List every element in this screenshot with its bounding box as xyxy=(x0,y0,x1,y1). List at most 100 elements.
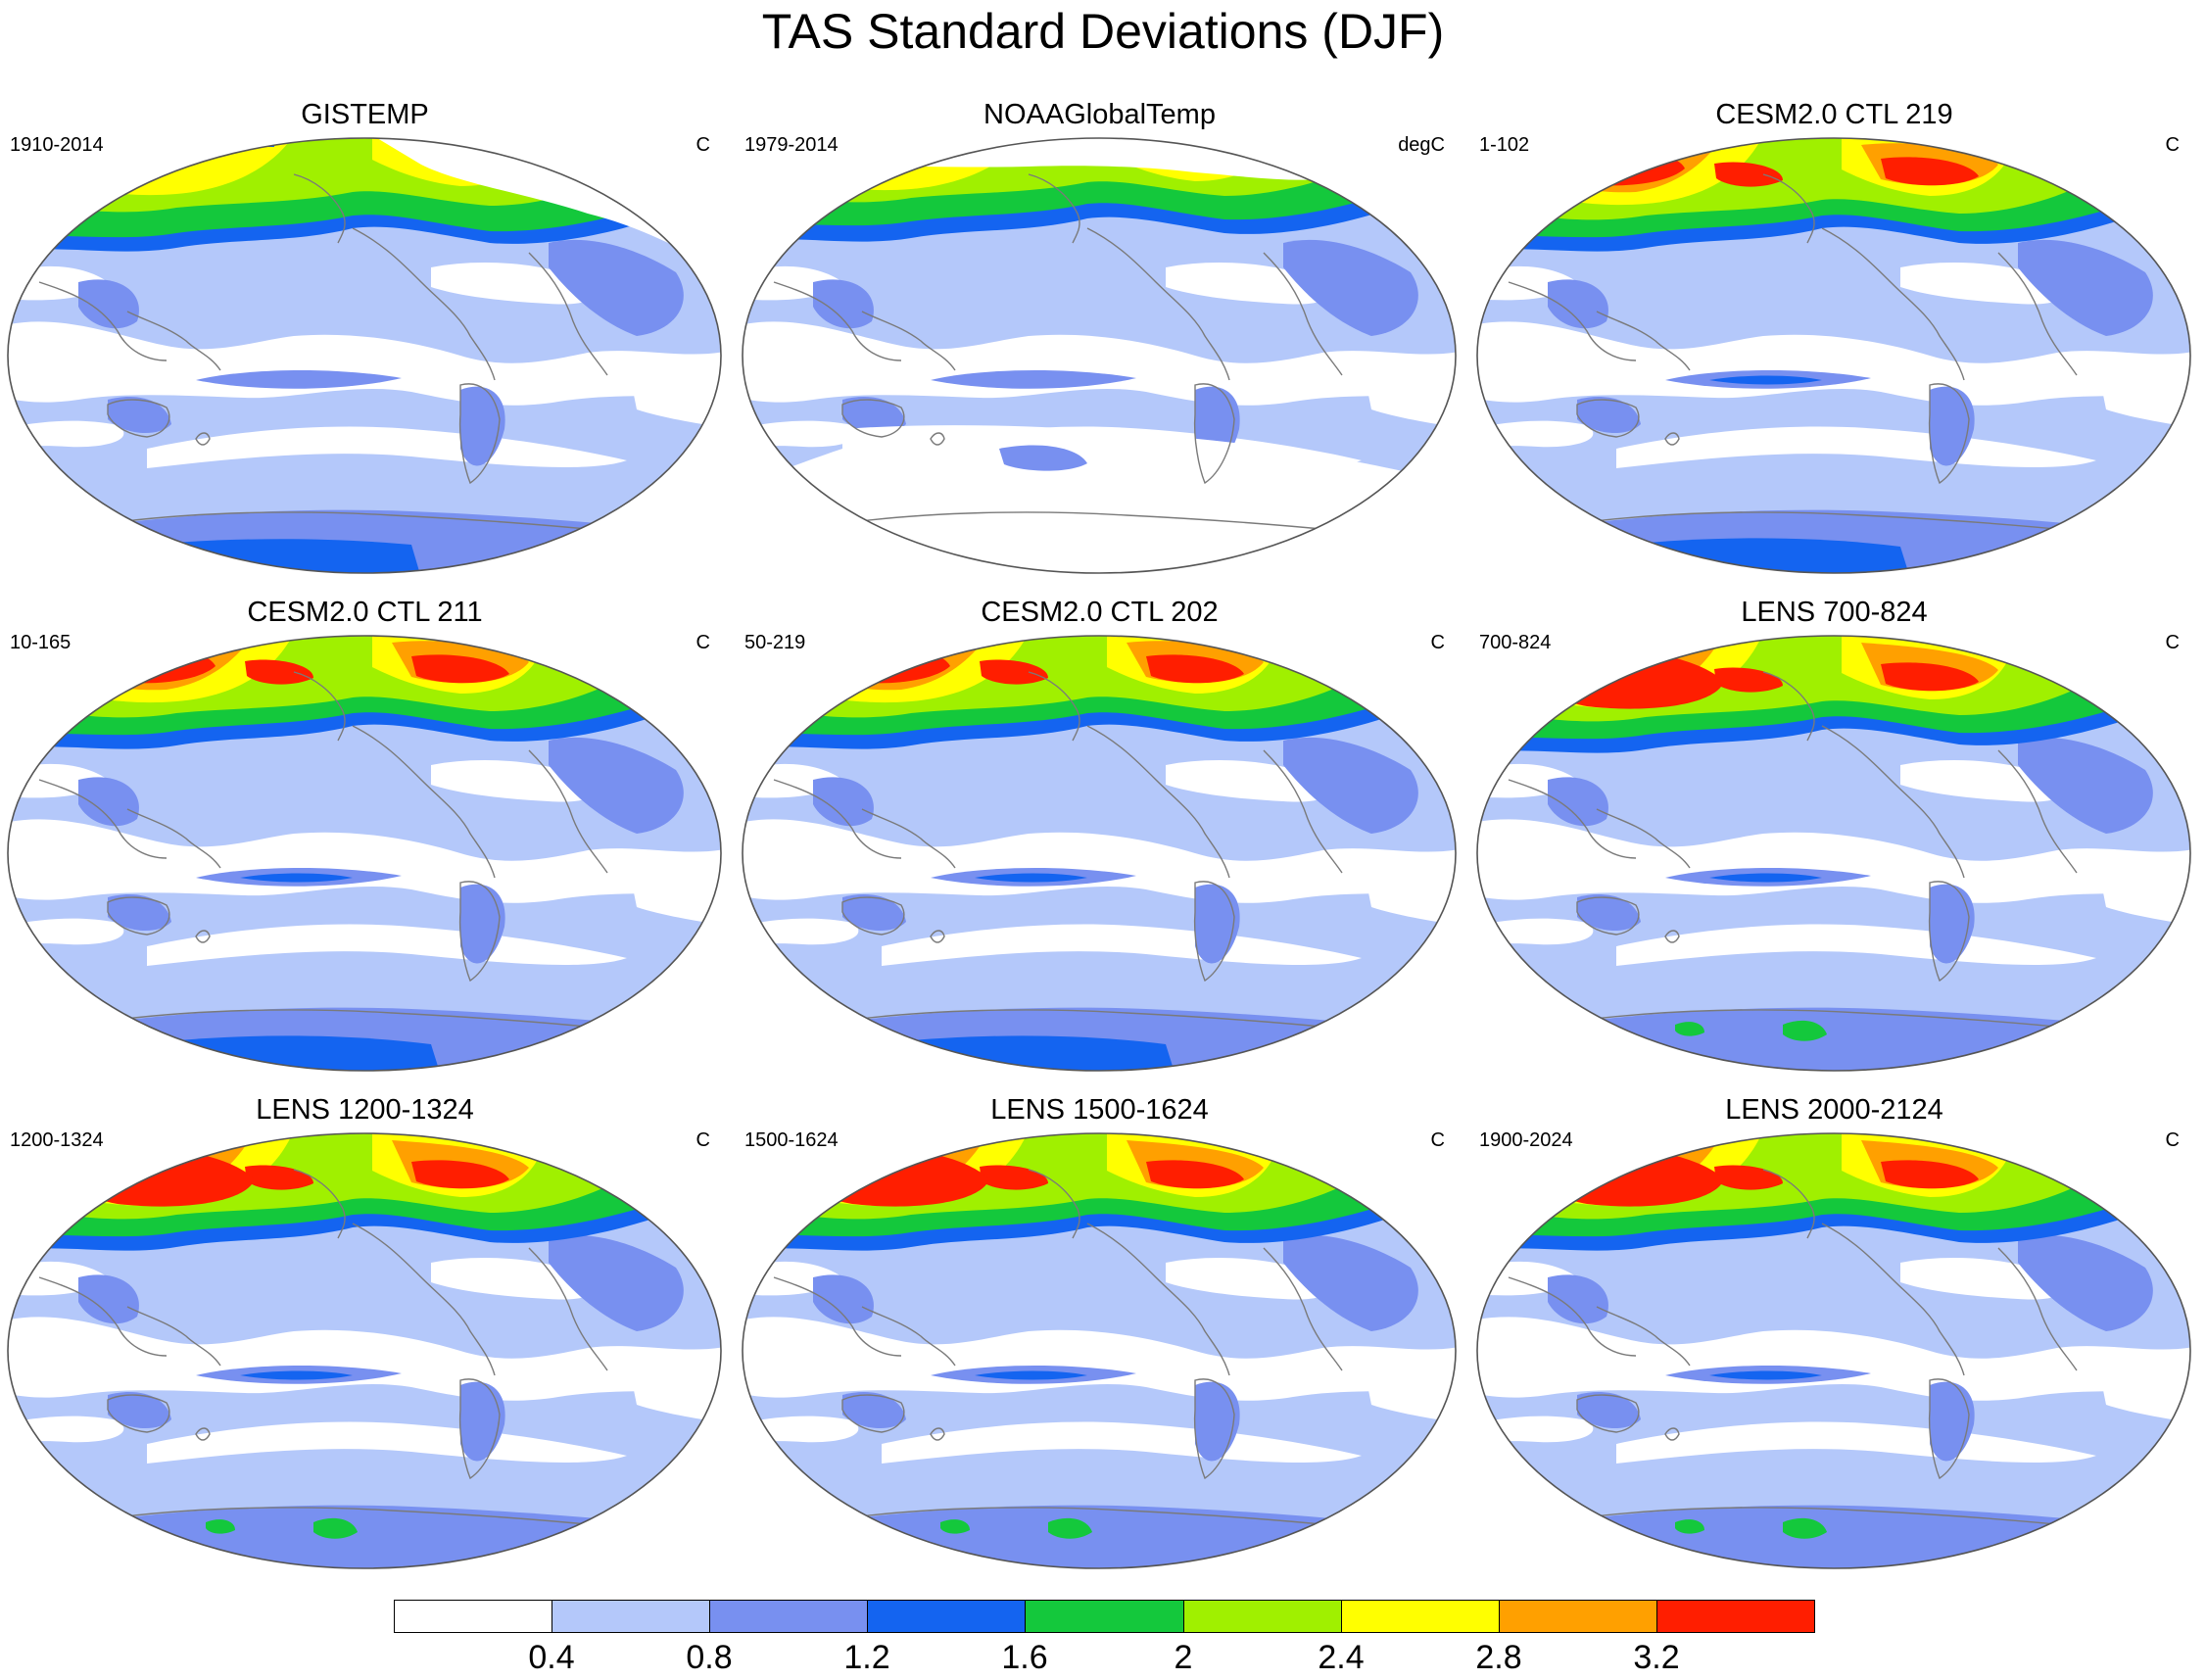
map-border xyxy=(742,1132,1457,1569)
map-cesm-ctl-219 xyxy=(1476,137,2191,574)
continental-patch xyxy=(78,279,139,329)
shaded-field xyxy=(8,138,721,573)
coastline xyxy=(1821,1223,1965,1376)
coastline xyxy=(195,930,211,943)
antarctic-peak xyxy=(940,1519,970,1534)
coastlines xyxy=(1508,671,2078,1030)
coastline xyxy=(841,896,905,936)
coastline xyxy=(773,1276,902,1357)
coastline xyxy=(1576,399,1640,438)
australia-patch xyxy=(108,397,171,434)
equatorial-pacific-tongue xyxy=(931,369,1136,389)
northern-peak xyxy=(1881,662,1979,692)
coastlines xyxy=(1508,173,2078,532)
coastline xyxy=(195,1427,211,1441)
colorbar-swatch xyxy=(394,1600,553,1633)
continental-patch xyxy=(813,1274,874,1324)
coastline xyxy=(930,432,945,446)
coastline xyxy=(352,1223,496,1376)
antarctic-peak xyxy=(1675,1519,1704,1534)
colorbar-swatch xyxy=(709,1600,869,1633)
map-border xyxy=(1476,1132,2191,1569)
low-variability-region xyxy=(743,918,859,946)
panel-period: 10-165 xyxy=(10,632,72,653)
australia-patch xyxy=(842,1392,906,1429)
panel-units: degC xyxy=(1398,134,1445,156)
northern-peak xyxy=(1881,157,1979,186)
panel-period: 1-102 xyxy=(1479,134,1530,156)
map-cesm-ctl-211 xyxy=(7,635,722,1072)
coastline xyxy=(195,432,211,446)
map-border xyxy=(742,635,1457,1072)
map-border xyxy=(7,635,722,1072)
coastline xyxy=(528,1247,608,1371)
coastline xyxy=(1586,1009,2078,1030)
continental-patch xyxy=(1283,239,1418,336)
northern-peak xyxy=(1714,667,1783,693)
low-variability-band xyxy=(1477,819,2190,903)
colorbar-swatch xyxy=(1182,1600,1342,1633)
shaded-field xyxy=(1477,636,2190,1071)
coastline xyxy=(851,1507,1343,1527)
equatorial-pacific-core xyxy=(975,1370,1087,1380)
northern-peak xyxy=(980,1165,1048,1190)
continental-patch xyxy=(813,279,874,329)
coastline xyxy=(1664,432,1680,446)
colorbar-swatch xyxy=(1025,1600,1184,1633)
northern-peak xyxy=(245,1165,313,1190)
continental-patch xyxy=(1283,1234,1418,1331)
australia-patch xyxy=(842,894,906,932)
shaded-field xyxy=(8,1133,721,1568)
northern-peak xyxy=(1146,1160,1244,1189)
coastline xyxy=(126,311,221,371)
panel-period: 1900-2024 xyxy=(1479,1129,1573,1151)
equatorial-pacific-core xyxy=(1709,1370,1822,1380)
coastline xyxy=(1664,1427,1680,1441)
australia-patch xyxy=(842,397,906,434)
coastline xyxy=(107,1394,170,1433)
panel-period: 1500-1624 xyxy=(744,1129,839,1151)
continental-patch xyxy=(2018,737,2153,834)
northern-peak xyxy=(411,1160,509,1189)
coastline xyxy=(1193,881,1235,983)
panel-units: C xyxy=(695,632,710,653)
coastline xyxy=(293,1169,346,1239)
panel-title: CESM2.0 CTL 202 xyxy=(981,597,1219,628)
coastline xyxy=(107,399,170,438)
equatorial-pacific-core xyxy=(1709,375,1822,385)
northern-peak xyxy=(1714,162,1783,187)
coastline xyxy=(1263,1247,1343,1371)
coastline xyxy=(773,281,902,361)
continental-patch xyxy=(2018,239,2153,336)
coastlines xyxy=(38,671,608,1030)
map-panel-cesm-ctl-202: CESM2.0 CTL 202 50-219 C xyxy=(735,596,1464,1072)
panel-title: CESM2.0 CTL 211 xyxy=(247,597,483,628)
northern-peak xyxy=(1714,1165,1783,1190)
colorbar-label: 3.2 xyxy=(1633,1639,1680,1676)
northern-peak xyxy=(980,659,1048,685)
australia-patch xyxy=(108,894,171,932)
coastline xyxy=(851,511,1343,532)
map-border xyxy=(7,1132,722,1569)
coastline xyxy=(1997,1247,2078,1371)
shaded-field xyxy=(1477,138,2190,573)
australia-patch xyxy=(1577,894,1641,932)
coastline xyxy=(1997,252,2078,376)
coastline xyxy=(458,1378,501,1480)
low-variability-region xyxy=(1477,420,1594,449)
colorbar-label: 0.4 xyxy=(528,1639,575,1676)
continental-patch xyxy=(78,1274,139,1324)
northern-peak xyxy=(1146,654,1244,684)
data-gap xyxy=(216,138,274,147)
low-variability-band xyxy=(882,924,1362,966)
coastlines xyxy=(38,173,608,532)
map-panel-cesm-ctl-219: CESM2.0 CTL 219 1-102 C xyxy=(1469,98,2199,574)
coastline xyxy=(1586,511,2078,532)
continental-patch xyxy=(549,239,684,336)
coastline xyxy=(38,281,168,361)
missing-data-region xyxy=(743,425,1456,573)
colorbar-swatch xyxy=(867,1600,1027,1633)
coastline xyxy=(1596,1306,1691,1367)
coastline xyxy=(1086,227,1230,381)
map-lens-2000-2124 xyxy=(1476,1132,2191,1569)
